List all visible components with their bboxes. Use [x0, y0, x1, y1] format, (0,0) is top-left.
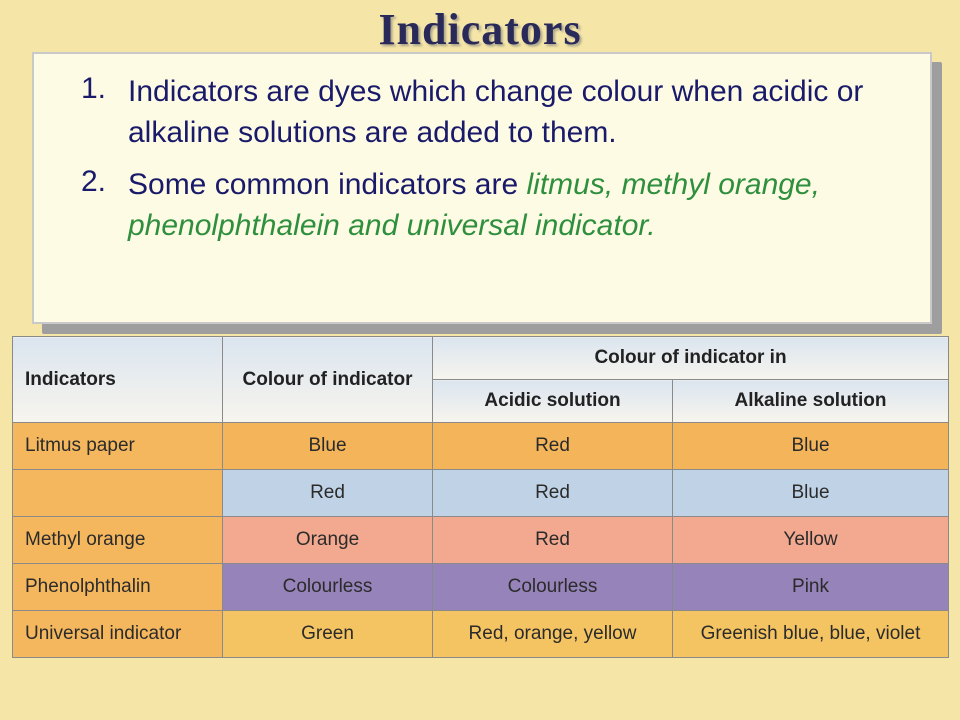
point-2: 2. Some common indicators are litmus, me…	[64, 165, 900, 246]
th-alkaline: Alkaline solution	[673, 380, 949, 423]
indicators-table-wrap: Indicators Colour of indicator Colour of…	[12, 336, 948, 658]
cell-colour: Colourless	[223, 564, 433, 611]
cell-colour: Blue	[223, 423, 433, 470]
point-2-text: Some common indicators are litmus, methy…	[128, 165, 900, 246]
page-title: Indicators	[0, 0, 960, 55]
row-label	[13, 470, 223, 517]
row-label: Methyl orange	[13, 517, 223, 564]
cell-acidic: Red	[433, 423, 673, 470]
cell-alkaline: Blue	[673, 423, 949, 470]
point-1-text: Indicators are dyes which change colour …	[128, 72, 900, 153]
table-row: PhenolphthalinColourlessColourlessPink	[13, 564, 949, 611]
cell-colour: Orange	[223, 517, 433, 564]
cell-alkaline: Yellow	[673, 517, 949, 564]
th-acidic: Acidic solution	[433, 380, 673, 423]
cell-alkaline: Pink	[673, 564, 949, 611]
indicators-table: Indicators Colour of indicator Colour of…	[12, 336, 949, 658]
cell-acidic: Red	[433, 517, 673, 564]
th-colour-of-indicator: Colour of indicator	[223, 337, 433, 423]
cell-colour: Green	[223, 611, 433, 658]
row-label: Phenolphthalin	[13, 564, 223, 611]
cell-alkaline: Blue	[673, 470, 949, 517]
point-2-text-a: Some common indicators are	[128, 168, 527, 201]
point-1-number: 1.	[64, 72, 128, 106]
cell-acidic: Colourless	[433, 564, 673, 611]
th-colour-in: Colour of indicator in	[433, 337, 949, 380]
row-label: Universal indicator	[13, 611, 223, 658]
table-row: Litmus paperBlueRedBlue	[13, 423, 949, 470]
th-indicators: Indicators	[13, 337, 223, 423]
cell-acidic: Red	[433, 470, 673, 517]
row-label: Litmus paper	[13, 423, 223, 470]
cell-alkaline: Greenish blue, blue, violet	[673, 611, 949, 658]
table-row: RedRedBlue	[13, 470, 949, 517]
point-2-number: 2.	[64, 165, 128, 199]
table-body: Litmus paperBlueRedBlueRedRedBlueMethyl …	[13, 423, 949, 658]
table-row: Methyl orangeOrangeRedYellow	[13, 517, 949, 564]
table-row: Universal indicatorGreenRed, orange, yel…	[13, 611, 949, 658]
text-box: 1. Indicators are dyes which change colo…	[32, 52, 932, 324]
cell-acidic: Red, orange, yellow	[433, 611, 673, 658]
cell-colour: Red	[223, 470, 433, 517]
point-1: 1. Indicators are dyes which change colo…	[64, 72, 900, 153]
